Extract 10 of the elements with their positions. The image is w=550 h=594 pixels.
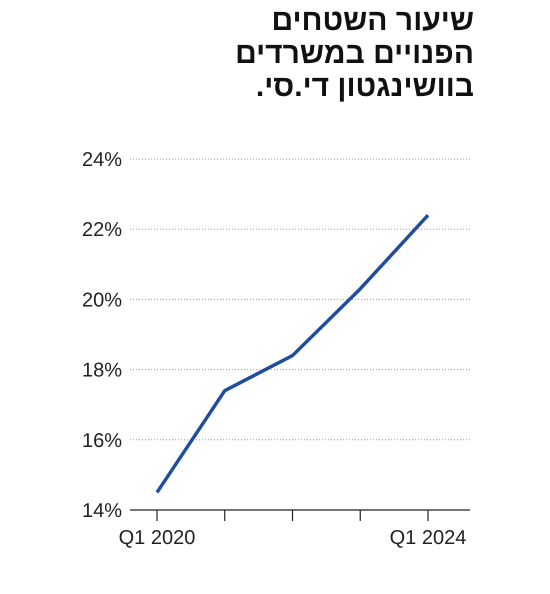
chart-title: שיעור השטחים הפנויים במשרדים בוושינגטון די.סי. [234, 4, 474, 103]
y-tick-label: 14% [82, 500, 122, 522]
y-tick-label: 16% [82, 430, 122, 452]
y-tick-label: 24% [82, 149, 122, 171]
y-tick-label: 20% [82, 289, 122, 312]
y-tick-label: 18% [82, 360, 122, 382]
y-tick-label: 22% [82, 219, 122, 242]
x-tick-label: Q1 2020 [118, 527, 196, 549]
line-series [155, 213, 430, 494]
x-tick-label: Q1 2024 [390, 527, 466, 549]
